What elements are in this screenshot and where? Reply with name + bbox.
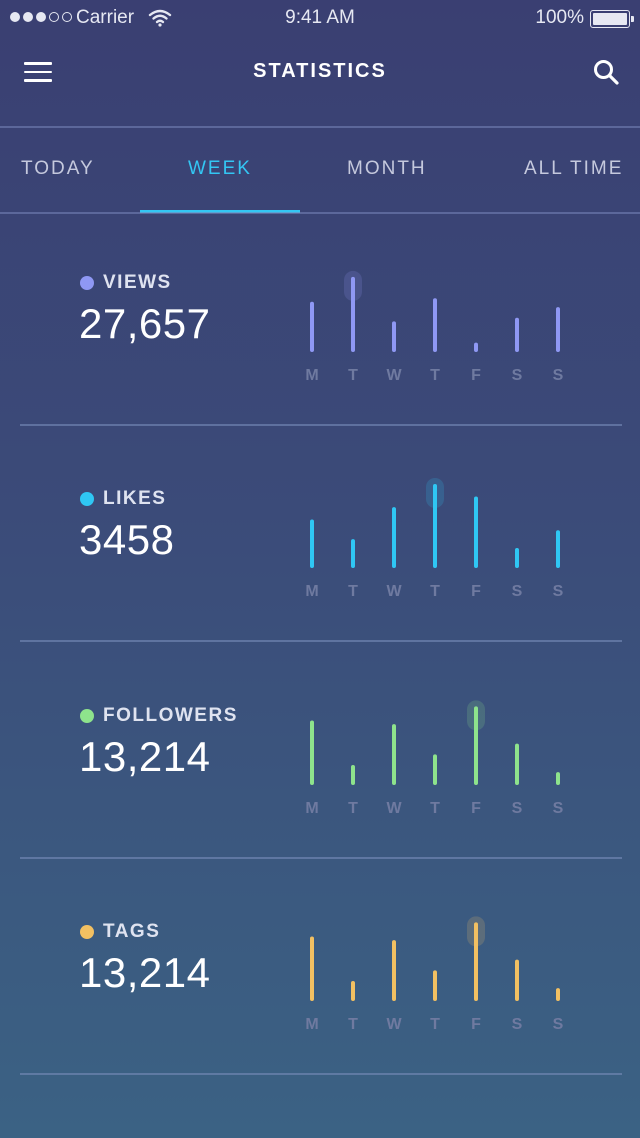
stat-divider bbox=[20, 857, 622, 859]
day-label-wed: W bbox=[386, 1016, 402, 1033]
likes-bullet bbox=[80, 492, 94, 506]
day-label-tue: T bbox=[348, 800, 358, 817]
stat-label: VIEWS bbox=[103, 272, 172, 293]
stat-divider bbox=[20, 640, 622, 642]
nav-bar: STATISTICS bbox=[0, 38, 640, 126]
stat-followers[interactable]: FOLLOWERS 13,214 M T W T F S S bbox=[0, 643, 640, 859]
day-label-fri: F bbox=[471, 800, 481, 817]
day-label-sun: S bbox=[553, 367, 564, 384]
day-label-tue: T bbox=[348, 367, 358, 384]
day-label-sat: S bbox=[512, 367, 523, 384]
page-title: STATISTICS bbox=[253, 60, 387, 82]
period-tabs: TODAY WEEK MONTH ALL TIME bbox=[0, 128, 640, 213]
followers-bullet bbox=[80, 709, 94, 723]
tab-today[interactable]: TODAY bbox=[21, 158, 95, 179]
stat-label: TAGS bbox=[103, 921, 161, 942]
day-label-sun: S bbox=[553, 800, 564, 817]
day-label-wed: W bbox=[386, 583, 402, 600]
stat-value: 13,214 bbox=[79, 733, 211, 780]
stat-label: FOLLOWERS bbox=[103, 705, 238, 726]
active-tab-indicator bbox=[140, 210, 300, 213]
day-label-tue: T bbox=[348, 583, 358, 600]
day-label-mon: M bbox=[305, 583, 318, 600]
day-label-thu: T bbox=[430, 1016, 440, 1033]
day-label-sat: S bbox=[512, 583, 523, 600]
stat-views[interactable]: VIEWS 27,657 M T W T F S S bbox=[0, 210, 640, 426]
day-label-mon: M bbox=[305, 800, 318, 817]
tags-bullet bbox=[80, 925, 94, 939]
status-bar: Carrier 9:41 AM 100% bbox=[0, 0, 640, 38]
day-label-fri: F bbox=[471, 1016, 481, 1033]
signal-strength-icon bbox=[10, 12, 72, 22]
day-label-mon: M bbox=[305, 367, 318, 384]
wifi-icon bbox=[148, 9, 172, 27]
tab-month[interactable]: MONTH bbox=[347, 158, 427, 179]
day-label-fri: F bbox=[471, 367, 481, 384]
day-label-sun: S bbox=[553, 583, 564, 600]
stat-divider bbox=[20, 424, 622, 426]
nav-divider bbox=[0, 126, 640, 128]
day-label-wed: W bbox=[386, 367, 402, 384]
battery-icon bbox=[590, 10, 634, 28]
stat-value: 27,657 bbox=[79, 300, 211, 347]
day-label-wed: W bbox=[386, 800, 402, 817]
battery-percentage: 100% bbox=[535, 7, 584, 28]
stat-value: 3458 bbox=[79, 516, 175, 563]
stat-divider bbox=[20, 1073, 622, 1075]
hamburger-menu-icon[interactable] bbox=[24, 62, 52, 82]
day-label-fri: F bbox=[471, 583, 481, 600]
search-icon[interactable] bbox=[592, 58, 620, 86]
stat-value: 13,214 bbox=[79, 949, 211, 996]
stat-label: LIKES bbox=[103, 488, 167, 509]
day-label-thu: T bbox=[430, 800, 440, 817]
day-label-tue: T bbox=[348, 1016, 358, 1033]
day-label-sat: S bbox=[512, 1016, 523, 1033]
stat-tags[interactable]: TAGS 13,214 M T W T F S S bbox=[0, 859, 640, 1075]
views-bullet bbox=[80, 276, 94, 290]
tabs-divider bbox=[0, 212, 640, 214]
status-time: 9:41 AM bbox=[285, 7, 355, 28]
day-label-thu: T bbox=[430, 367, 440, 384]
tab-week[interactable]: WEEK bbox=[188, 158, 252, 179]
day-label-sat: S bbox=[512, 800, 523, 817]
day-label-thu: T bbox=[430, 583, 440, 600]
tab-all-time[interactable]: ALL TIME bbox=[524, 158, 624, 179]
day-label-sun: S bbox=[553, 1016, 564, 1033]
day-label-mon: M bbox=[305, 1016, 318, 1033]
carrier-name: Carrier bbox=[76, 7, 135, 28]
stat-likes[interactable]: LIKES 3458 M T W T F S S bbox=[0, 426, 640, 642]
